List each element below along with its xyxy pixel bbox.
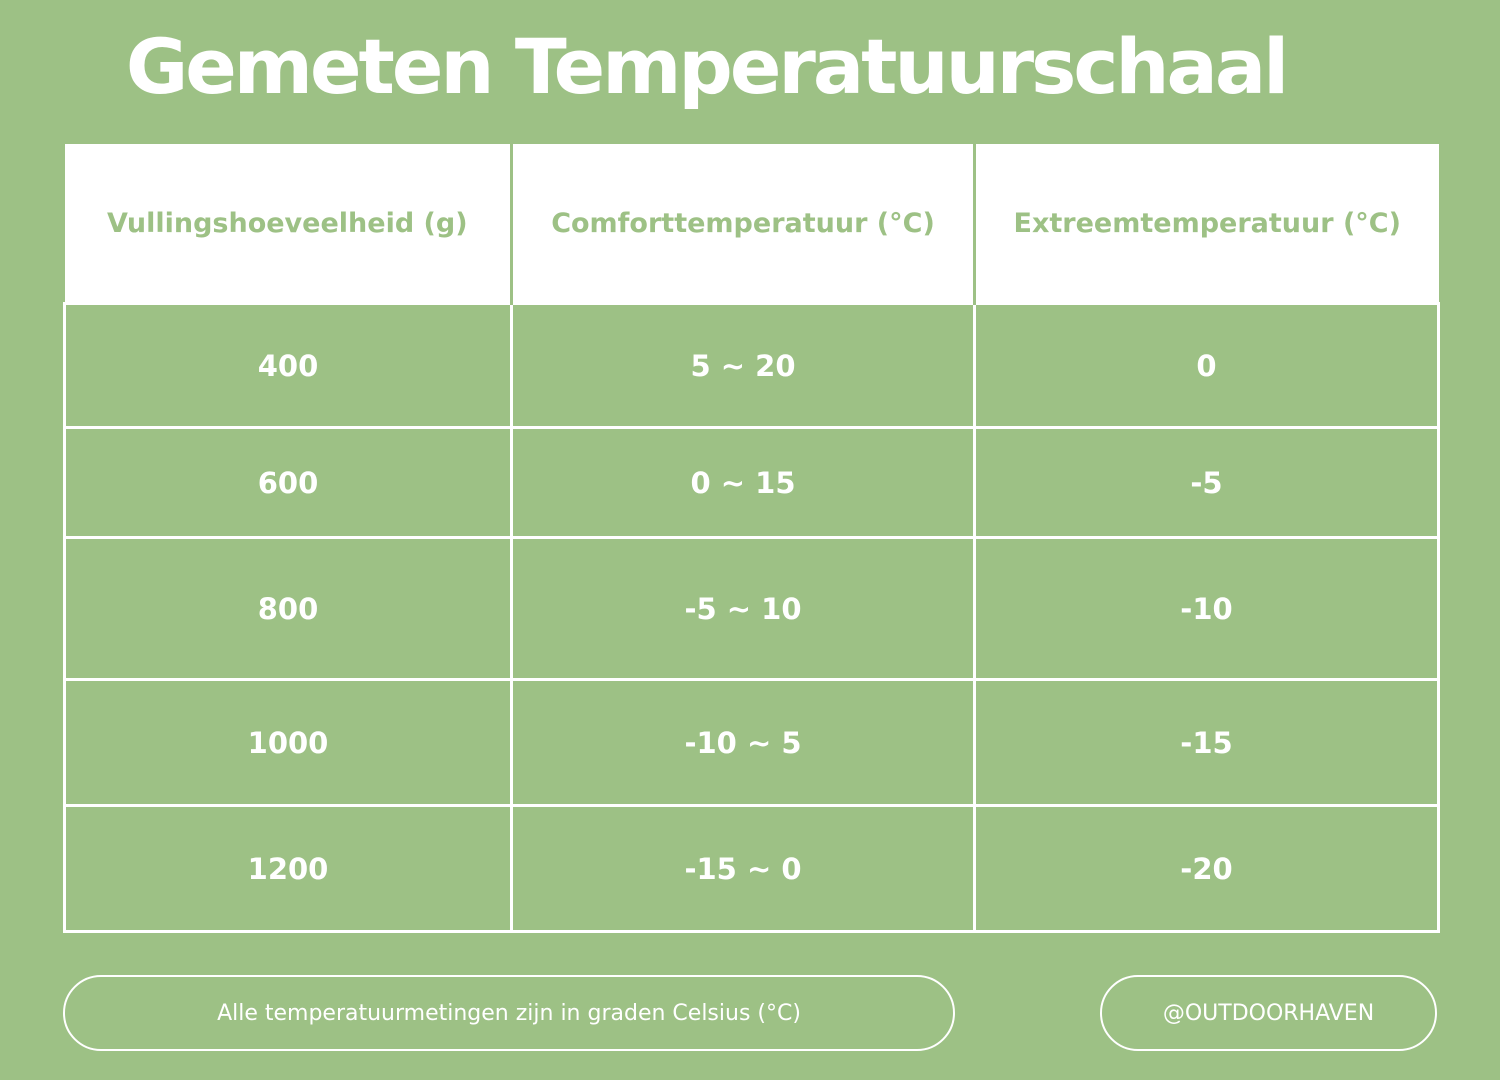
cell: 800 <box>63 536 513 681</box>
table-row: 1000 -10 ~ 5 -15 <box>63 678 1440 807</box>
column-header: Extreemtemperatuur (°C) <box>973 144 1439 304</box>
cell: -10 ~ 5 <box>510 678 976 807</box>
cell: 1000 <box>63 678 513 807</box>
header-row: Vullingshoeveelheid (g) Comforttemperatuu… <box>64 144 1439 304</box>
title: Gemeten Temperatuurschaal <box>125 22 1289 111</box>
cell: 600 <box>63 426 513 539</box>
table-body: 400 5 ~ 20 0 600 0 ~ 15 -5 800 -5 ~ 10 -10 1000 -1… <box>63 302 1440 933</box>
table: Vullingshoeveelheid (g) Comforttemperatuu… <box>63 144 1440 933</box>
cell: 0 ~ 15 <box>510 426 976 539</box>
cell: -5 <box>973 426 1440 539</box>
cell: 1200 <box>63 804 513 933</box>
handle: @OUTDOORHAVEN <box>1100 975 1437 1051</box>
cell: 0 <box>973 302 1440 429</box>
cell: -10 <box>973 536 1440 681</box>
column-header: Comforttemperatuur (°C) <box>510 144 975 304</box>
cell: -20 <box>973 804 1440 933</box>
cell: 5 ~ 20 <box>510 302 976 429</box>
cell: -5 ~ 10 <box>510 536 976 681</box>
table-row: 800 -5 ~ 10 -10 <box>63 536 1440 681</box>
table-row: 400 5 ~ 20 0 <box>63 302 1440 429</box>
note: Alle temperatuurmetingen zijn in graden … <box>63 975 955 1051</box>
table-row: 600 0 ~ 15 -5 <box>63 426 1440 539</box>
cell: -15 <box>973 678 1440 807</box>
table-row: 1200 -15 ~ 0 -20 <box>63 804 1440 933</box>
column-header: Vullingshoeveelheid (g) <box>64 144 512 304</box>
cell: -15 ~ 0 <box>510 804 976 933</box>
cell: 400 <box>63 302 513 429</box>
